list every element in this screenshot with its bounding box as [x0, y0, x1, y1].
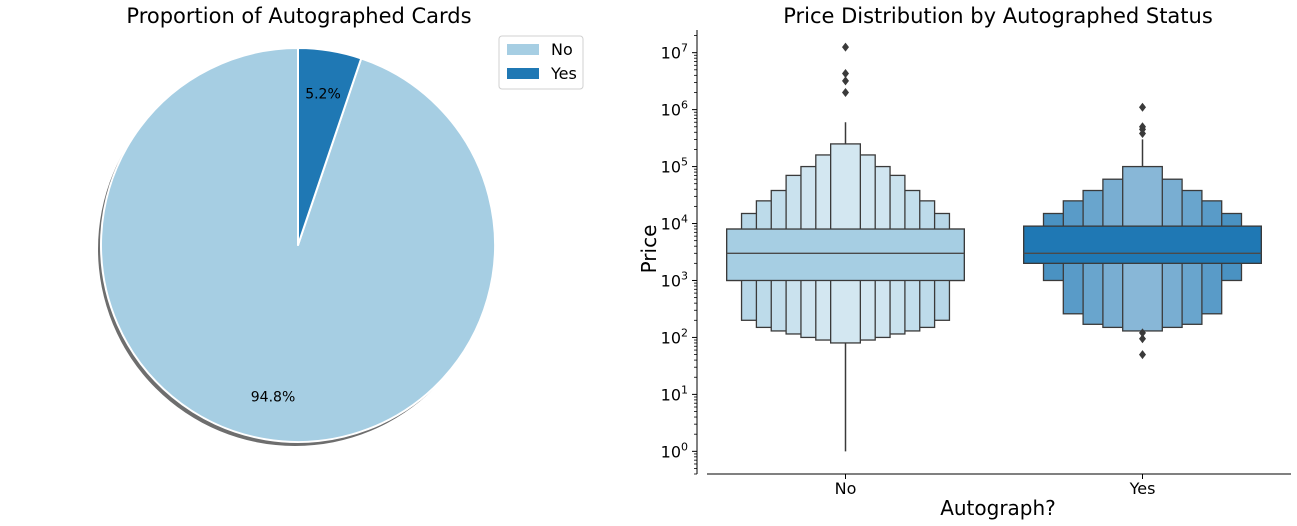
boxen-outlier	[1139, 102, 1146, 112]
x-tick-label-no: No	[835, 479, 857, 498]
y-tick-label: 101	[661, 383, 688, 404]
pie-slices	[100, 47, 496, 443]
y-tick-label: 100	[661, 440, 688, 461]
pie-value-label-yes: 5.2%	[305, 86, 341, 102]
pie-value-label-no: 94.8%	[251, 390, 295, 406]
boxen-axes	[692, 30, 1291, 479]
pie-legend: No Yes	[498, 35, 584, 90]
pie-title: Proportion of Autographed Cards	[126, 4, 471, 28]
boxen-group-yes	[1023, 102, 1262, 360]
y-tick-label: 106	[661, 99, 688, 120]
y-tick-label: 105	[661, 156, 688, 177]
boxen-outlier	[842, 69, 849, 79]
boxen-box-central	[1023, 225, 1262, 264]
boxen-outlier	[842, 76, 849, 86]
y-tick-label: 102	[661, 326, 688, 347]
legend-swatch-no	[507, 44, 539, 55]
x-tick-label-yes: Yes	[1129, 479, 1156, 498]
boxen-title: Price Distribution by Autographed Status	[783, 4, 1213, 28]
boxen-outlier	[842, 87, 849, 97]
legend-label-yes: Yes	[550, 64, 577, 83]
boxen-box-central	[726, 228, 965, 282]
y-tick-label: 104	[661, 213, 688, 234]
boxen-outlier	[1139, 334, 1146, 344]
boxen-marks	[726, 42, 1262, 452]
legend-label-no: No	[551, 40, 573, 59]
boxen-outlier	[1139, 122, 1146, 132]
boxen-outlier	[842, 42, 849, 52]
x-axis-label: Autograph?	[940, 496, 1056, 520]
pie-slice-yes	[297, 47, 363, 246]
y-tick-label: 103	[661, 269, 688, 290]
x-tick-labels: No Yes	[835, 479, 1156, 498]
pie-value-labels: 94.8% 5.2%	[251, 86, 341, 405]
legend-swatch-yes	[507, 68, 539, 79]
y-tick-labels: 100 101 102 103 104 105 106 107	[661, 42, 688, 462]
boxen-outlier	[1139, 328, 1146, 338]
y-axis-label: Price	[637, 225, 661, 274]
y-tick-label: 107	[661, 42, 688, 63]
boxen-outlier	[1139, 350, 1146, 360]
boxen-group-no	[726, 42, 965, 452]
